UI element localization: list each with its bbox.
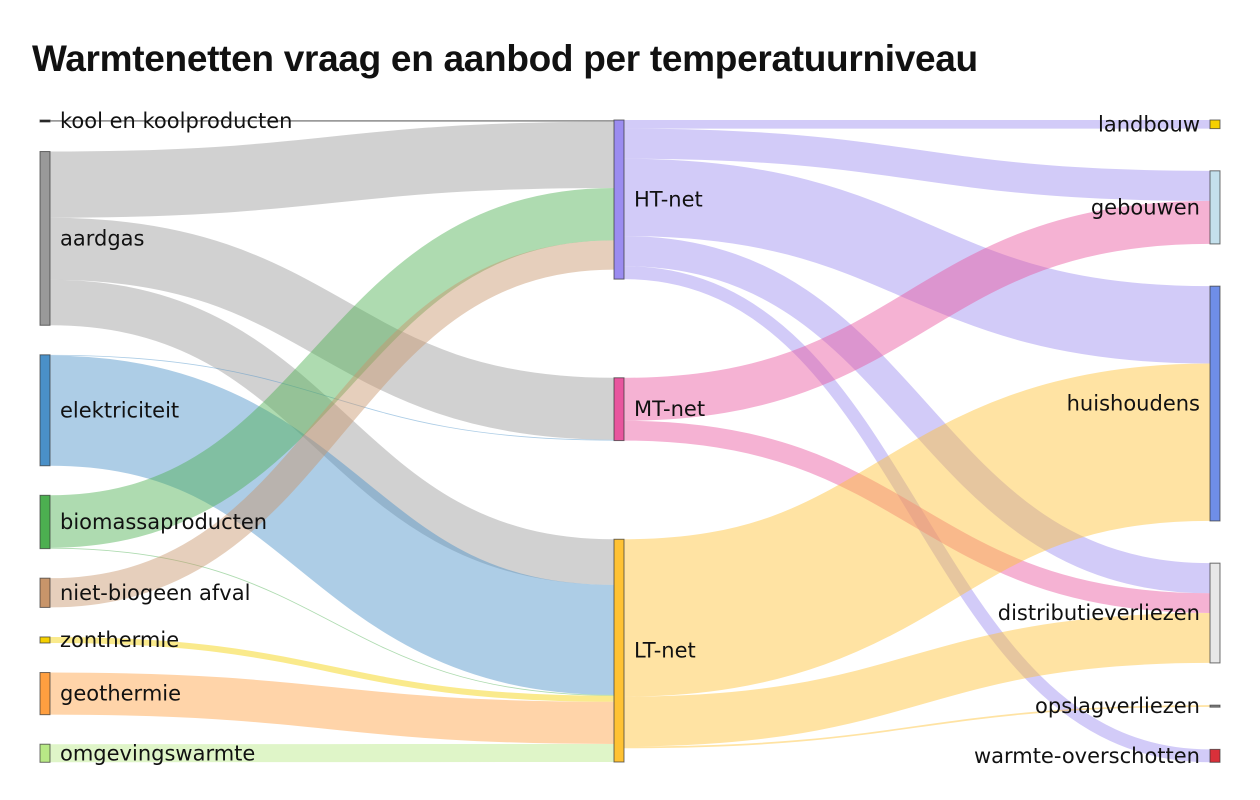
- node-overschot[interactable]: [1209, 748, 1221, 763]
- links-layer: [49, 119, 1211, 763]
- node-omgeving[interactable]: [39, 743, 51, 763]
- node-label-geo: geothermie: [60, 682, 181, 706]
- node-label-biomassa: biomassaproducten: [60, 510, 267, 534]
- page-title: Warmtenetten vraag en aanbod per tempera…: [32, 38, 978, 79]
- link-ht-to-huishoudens: [623, 158, 1211, 364]
- node-kool[interactable]: [39, 119, 51, 123]
- link-lt-to-distributie: [623, 613, 1211, 747]
- node-label-distributie: distributieverliezen: [998, 601, 1200, 625]
- node-label-landbouw: landbouw: [1098, 112, 1200, 136]
- link-aardgas-to-mt: [49, 217, 615, 440]
- node-opslag[interactable]: [1209, 704, 1221, 708]
- nodes-layer: [39, 119, 1221, 763]
- link-lt-to-huishoudens: [623, 363, 1211, 697]
- link-afval-to-ht: [49, 240, 615, 608]
- node-label-afval: niet-biogeen afval: [60, 581, 250, 605]
- node-distributie[interactable]: [1209, 562, 1221, 664]
- node-label-huishoudens: huishoudens: [1067, 392, 1200, 416]
- node-afval[interactable]: [39, 577, 51, 608]
- labels-layer: kool en koolproducten aardgas elektricitei…: [60, 109, 1200, 768]
- link-biomassa-to-ht: [49, 187, 615, 548]
- node-ht[interactable]: [613, 119, 625, 280]
- link-mt-to-gebouwen: [623, 200, 1211, 421]
- node-label-elektriciteit: elektriciteit: [60, 398, 179, 422]
- node-label-zon: zonthermie: [60, 628, 179, 652]
- node-aardgas[interactable]: [39, 151, 51, 326]
- link-mt-to-distributie: [623, 420, 1211, 614]
- link-aardgas-to-lt: [49, 279, 615, 585]
- node-geo[interactable]: [39, 672, 51, 716]
- link-zon-to-lt: [49, 636, 615, 702]
- node-landbouw[interactable]: [1209, 119, 1221, 130]
- node-zon[interactable]: [39, 636, 51, 644]
- link-ht-to-overschot: [623, 266, 1211, 763]
- link-elektriciteit-to-lt: [49, 355, 615, 695]
- link-aardgas-to-ht: [49, 121, 615, 218]
- link-ht-to-distributie: [623, 236, 1211, 594]
- link-geo-to-lt: [49, 672, 615, 744]
- node-label-mt: MT-net: [634, 397, 705, 421]
- node-gebouwen[interactable]: [1209, 170, 1221, 245]
- node-huishoudens[interactable]: [1209, 285, 1221, 522]
- node-label-gebouwen: gebouwen: [1091, 195, 1200, 219]
- node-lt[interactable]: [613, 538, 625, 763]
- node-label-omgeving: omgevingswarmte: [60, 741, 255, 765]
- node-biomassa[interactable]: [39, 494, 51, 550]
- link-biomassa-to-lt: [49, 547, 615, 696]
- link-ht-to-gebouwen: [623, 128, 1211, 201]
- link-lt-to-opslag: [623, 705, 1211, 749]
- node-label-aardgas: aardgas: [60, 226, 144, 250]
- node-mt[interactable]: [613, 377, 625, 442]
- node-label-overschot: warmte-overschotten: [974, 744, 1200, 768]
- node-label-lt: LT-net: [634, 639, 696, 663]
- node-label-opslag: opslagverliezen: [1035, 694, 1200, 718]
- node-label-kool: kool en koolproducten: [60, 109, 292, 133]
- link-elektriciteit-to-mt: [49, 354, 615, 441]
- node-elektriciteit[interactable]: [39, 354, 51, 467]
- node-label-ht: HT-net: [634, 188, 703, 212]
